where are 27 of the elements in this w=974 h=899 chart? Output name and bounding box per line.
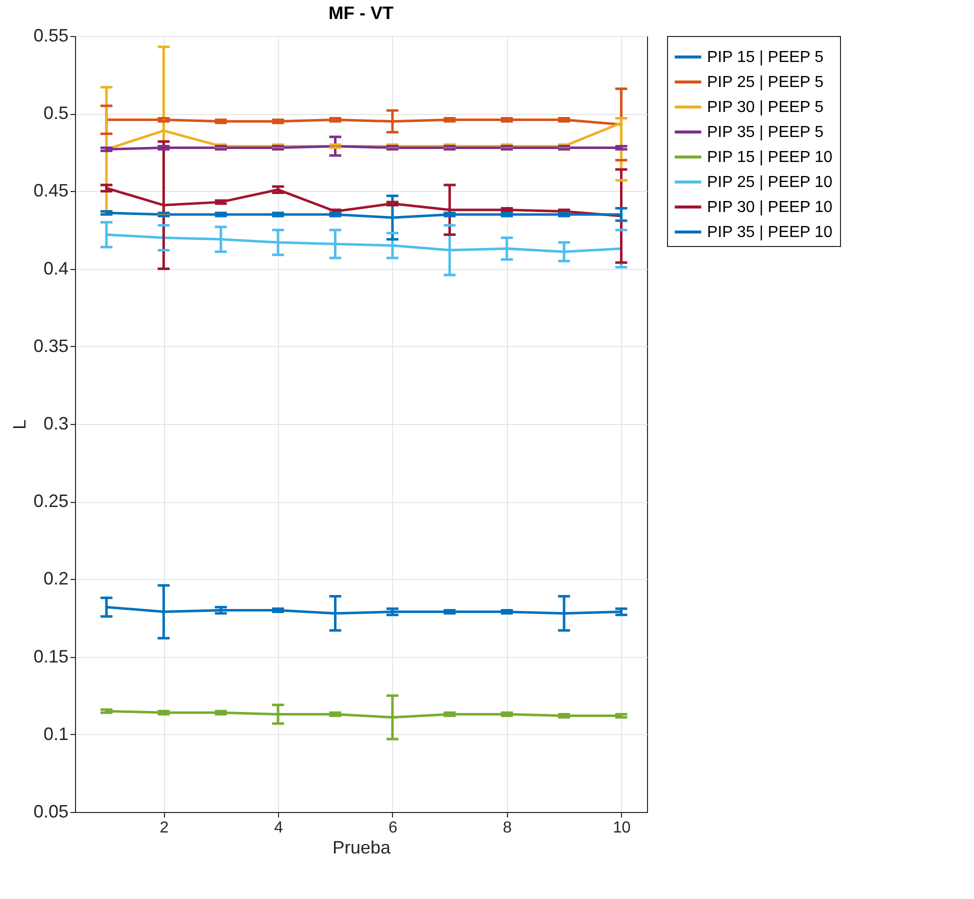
legend-label: PIP 35 | PEEP 5 (707, 124, 824, 141)
legend-label: PIP 35 | PEEP 10 (707, 224, 833, 241)
chart-title: MF - VT (328, 3, 394, 23)
x-tick-label: 6 (388, 820, 398, 836)
y-tick-label: 0.3 (43, 414, 68, 434)
y-tick-label: 0.55 (33, 26, 68, 46)
legend-label: PIP 30 | PEEP 10 (707, 199, 833, 216)
y-tick-label: 0.5 (43, 103, 68, 124)
y-tick-label: 0.4 (43, 258, 68, 278)
legend-label: PIP 30 | PEEP 5 (707, 99, 824, 116)
legend-label: PIP 25 | PEEP 10 (707, 174, 833, 191)
legend-label: PIP 15 | PEEP 10 (707, 149, 833, 166)
y-tick-label: 0.35 (33, 336, 68, 356)
y-tick-label: 0.15 (33, 646, 68, 666)
legend-label: PIP 15 | PEEP 5 (707, 49, 824, 66)
x-tick-label: 2 (160, 820, 169, 836)
x-tick-label: 8 (502, 820, 512, 836)
x-tick-label: 4 (274, 820, 284, 836)
y-tick-label: 0.2 (43, 568, 68, 589)
legend-label: PIP 25 | PEEP 5 (707, 74, 824, 91)
y-tick-label: 0.1 (43, 724, 68, 744)
y-tick-label: 0.45 (33, 180, 68, 201)
x-axis-title: Prueba (332, 838, 392, 858)
y-tick-label: 0.25 (33, 491, 68, 512)
y-tick-label: 0.05 (33, 802, 68, 822)
x-tick-label: 10 (612, 820, 631, 836)
y-axis-title: L (9, 419, 30, 430)
